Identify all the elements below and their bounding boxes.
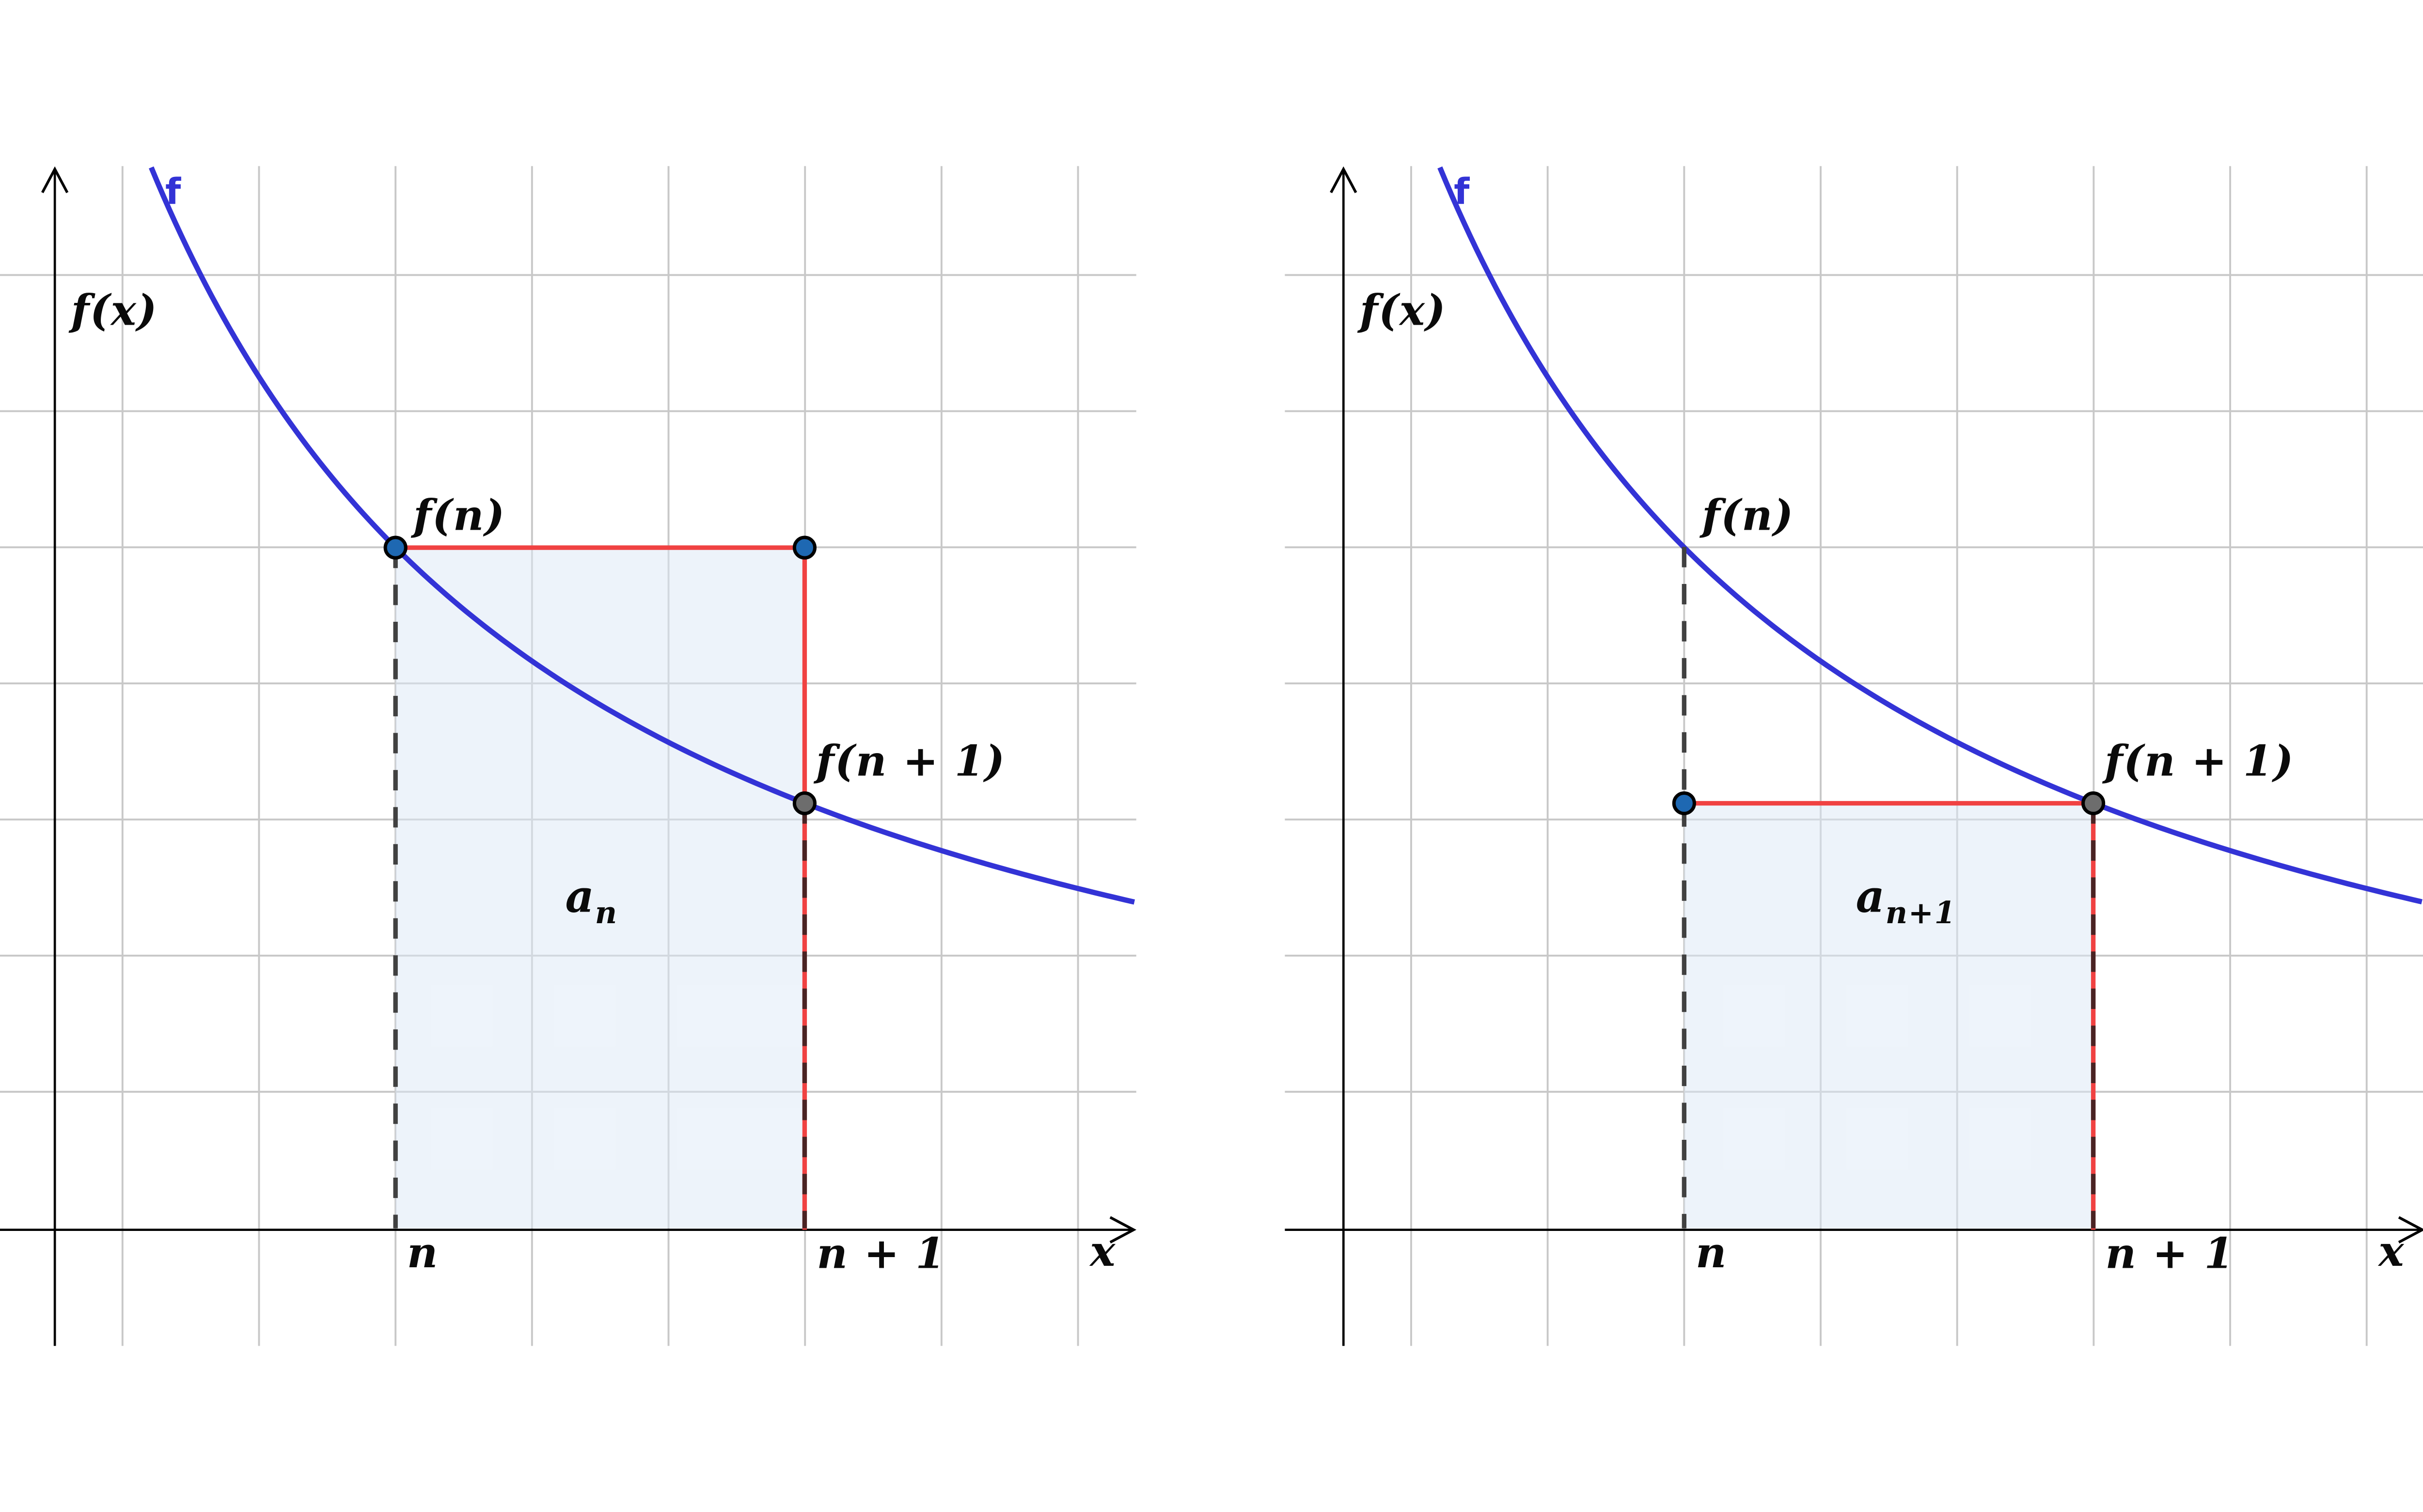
y-axis-arrowhead	[1330, 166, 1357, 193]
curve-label: f	[165, 171, 181, 213]
y-axis-arrowhead	[41, 166, 69, 193]
function-curve	[1437, 166, 2423, 905]
curve-label: f	[1454, 171, 1470, 213]
point-n1-fn	[792, 536, 817, 560]
x-axis-arrowhead	[2398, 1216, 2423, 1244]
area-label: an	[566, 870, 618, 930]
x-axis-caption: x	[1089, 1226, 1116, 1276]
point-n1-fn1	[792, 791, 817, 816]
n-tick-label: n	[1696, 1228, 1727, 1277]
area-label-subscript: n+1	[1886, 895, 1956, 930]
x-axis-caption: x	[2377, 1226, 2405, 1276]
area-rectangle	[1684, 803, 2093, 1228]
n1-tick-label: n + 1	[817, 1228, 945, 1278]
y-axis-caption: f(x)	[1357, 285, 1447, 335]
area-label: an+1	[1856, 870, 1956, 930]
x-axis-arrowhead	[1109, 1216, 1137, 1244]
n1-tick-label: n + 1	[2106, 1228, 2234, 1278]
point-n-fn1	[1672, 791, 1696, 816]
fn1-label: f(n + 1)	[2102, 736, 2294, 786]
area-label-base: a	[566, 870, 595, 922]
fn1-label: f(n + 1)	[813, 736, 1006, 786]
point-n1-fn1	[2081, 791, 2106, 816]
area-rectangle	[395, 548, 805, 1228]
area-label-subscript: n	[595, 895, 618, 930]
right-panel: f f(x) f(n) f(n + 1) an+1 n n + 1 x	[1285, 166, 2423, 1346]
n-tick-label: n	[407, 1228, 439, 1277]
fn-label: f(n)	[1699, 490, 1794, 540]
y-axis-caption: f(x)	[68, 285, 158, 335]
fn-label: f(n)	[410, 490, 505, 540]
point-n-fn	[383, 536, 408, 560]
area-label-base: a	[1856, 870, 1886, 922]
function-curve	[149, 166, 1135, 905]
